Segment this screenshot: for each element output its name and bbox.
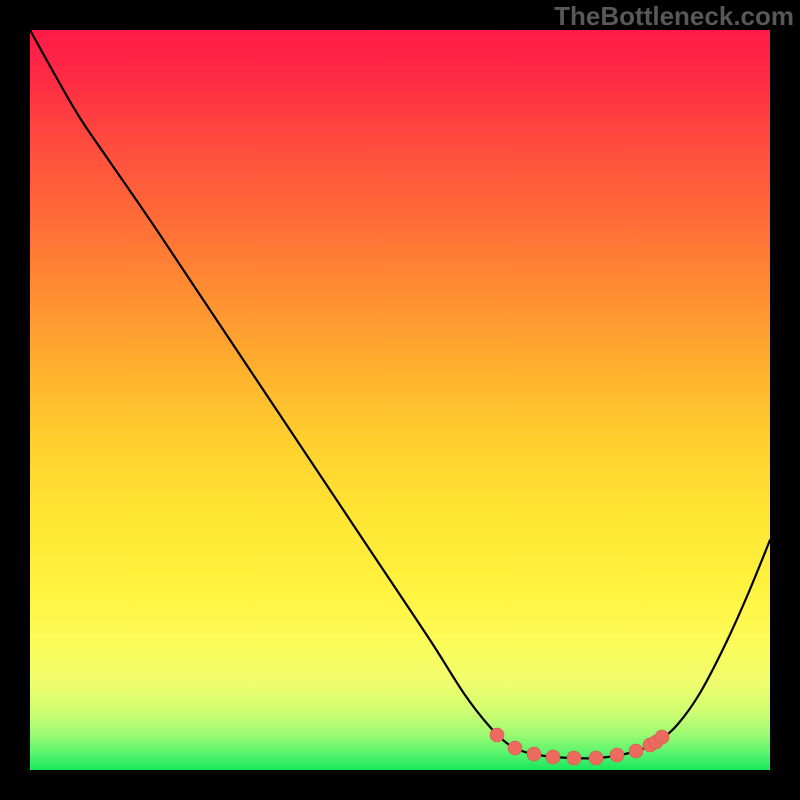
chart-canvas bbox=[0, 0, 800, 800]
marker-point bbox=[546, 750, 560, 764]
marker-point bbox=[589, 751, 603, 765]
marker-point bbox=[567, 751, 581, 765]
marker-point bbox=[629, 744, 643, 758]
marker-point bbox=[655, 730, 669, 744]
marker-point bbox=[490, 728, 504, 742]
marker-point bbox=[610, 748, 624, 762]
marker-point bbox=[527, 747, 541, 761]
bottleneck-chart: TheBottleneck.com bbox=[0, 0, 800, 800]
gradient-plot-area bbox=[30, 30, 770, 770]
marker-point bbox=[508, 741, 522, 755]
